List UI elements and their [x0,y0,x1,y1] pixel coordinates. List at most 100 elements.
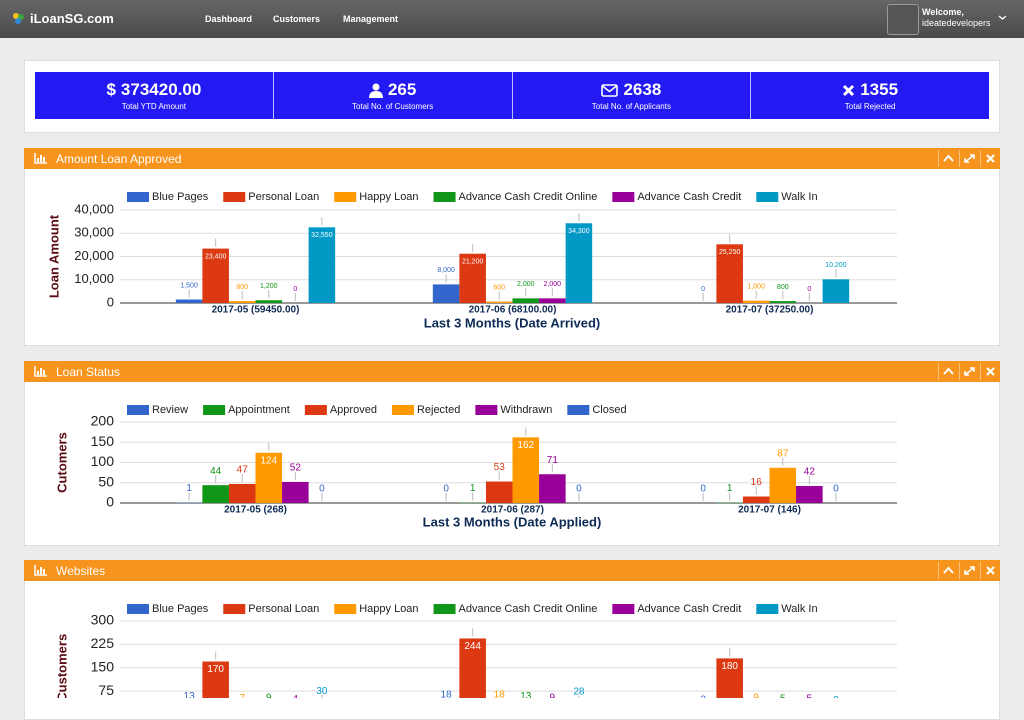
data-label: 9 [753,692,759,698]
bar [486,482,513,503]
y-axis-title: Customers [54,634,69,698]
bar [433,284,460,303]
legend-label: Blue Pages [152,191,209,203]
legend-label: Happy Loan [359,603,418,615]
x-tick-label: 2017-06 (68100.00) [469,305,557,316]
legend-swatch [612,192,634,202]
data-label: 18 [494,690,506,698]
data-label: 1,500 [180,282,198,289]
bar [229,484,256,503]
legend-swatch [305,405,327,415]
data-label: 1 [186,483,192,494]
data-label: 25,250 [719,249,741,256]
legend-label: Advance Cash Credit [637,603,741,615]
bar [743,497,770,503]
data-label: 34,300 [568,228,590,235]
data-label: 162 [517,440,534,451]
y-axis-title: Cutomers [54,432,69,493]
legend-swatch [756,192,778,202]
data-label: 5 [780,694,786,698]
data-label: 0 [443,484,449,495]
data-label: 0 [700,484,706,495]
data-label: 53 [494,462,506,473]
data-label: 9 [550,692,556,698]
bar [539,298,566,303]
legend-swatch [567,405,589,415]
legend-swatch [612,604,634,614]
legend-swatch [392,405,414,415]
bar [202,485,229,503]
data-label: 23,400 [205,253,227,260]
legend-swatch [475,405,497,415]
legend-label: Happy Loan [359,191,418,203]
y-tick-label: 0 [107,294,114,309]
data-label: 600 [493,284,505,291]
legend-label: Walk In [781,603,817,615]
y-tick-label: 0 [106,494,114,510]
data-label: 2 [700,695,706,698]
data-label: 244 [464,641,481,652]
legend-swatch [127,604,149,614]
legend-label: Advance Cash Credit [637,191,741,203]
data-label: 16 [751,477,763,488]
x-tick-label: 2017-06 (287) [481,505,544,516]
bar [743,301,770,303]
y-tick-label: 150 [91,658,115,674]
x-tick-label: 2017-05 (59450.00) [212,305,300,316]
bar [486,302,513,303]
page: {"header": {"logo": "iLoanSG.com", "nav"… [0,0,1024,698]
bar [229,301,256,303]
data-label: 47 [237,465,249,476]
y-tick-label: 100 [91,453,115,469]
data-label: 1,200 [260,283,278,290]
data-label: 8,000 [437,267,455,274]
bar [176,300,203,303]
x-tick-label: 2017-07 (146) [738,505,801,516]
data-label: 170 [207,664,224,675]
legend-label: Closed [592,404,626,416]
data-label: 0 [293,286,297,293]
data-label: 0 [807,286,811,293]
bar [770,468,797,503]
legend-swatch [223,192,245,202]
bar [566,223,593,303]
data-label: 7 [239,693,245,698]
data-label: 1 [727,483,733,494]
data-label: 5 [807,694,813,698]
data-label: 124 [260,455,277,466]
y-tick-label: 30,000 [74,225,114,240]
data-label: 0 [319,484,325,495]
y-tick-label: 150 [91,433,115,449]
data-label: 180 [721,661,738,672]
y-axis-title: Loan Amount [46,214,61,298]
legend-swatch [434,192,456,202]
legend-label: Appointment [228,404,290,416]
data-label: 2,000 [544,281,562,288]
legend-swatch [334,192,356,202]
legend-label: Advance Cash Credit Online [459,191,598,203]
legend-swatch [203,405,225,415]
data-label: 0 [701,286,705,293]
data-label: 2,000 [517,281,535,288]
legend-swatch [756,604,778,614]
data-label: 4 [293,694,299,698]
data-label: 800 [777,284,789,291]
y-tick-label: 200 [91,413,115,429]
data-label: 10,200 [825,262,847,269]
bar [796,486,823,503]
y-tick-label: 225 [91,635,115,651]
bar [770,301,797,303]
data-label: 18 [441,690,453,698]
legend-label: Blue Pages [152,603,209,615]
legend-label: Advance Cash Credit Online [459,603,598,615]
y-tick-label: 50 [98,473,114,489]
x-axis-title: Last 3 Months (Date Arrived) [424,315,601,330]
data-label: 87 [777,448,789,459]
bar [513,298,540,303]
data-label: 28 [573,686,585,697]
data-label: 42 [804,467,816,478]
legend-label: Walk In [781,191,817,203]
data-label: 1,000 [747,284,765,291]
data-label: 52 [290,463,302,474]
